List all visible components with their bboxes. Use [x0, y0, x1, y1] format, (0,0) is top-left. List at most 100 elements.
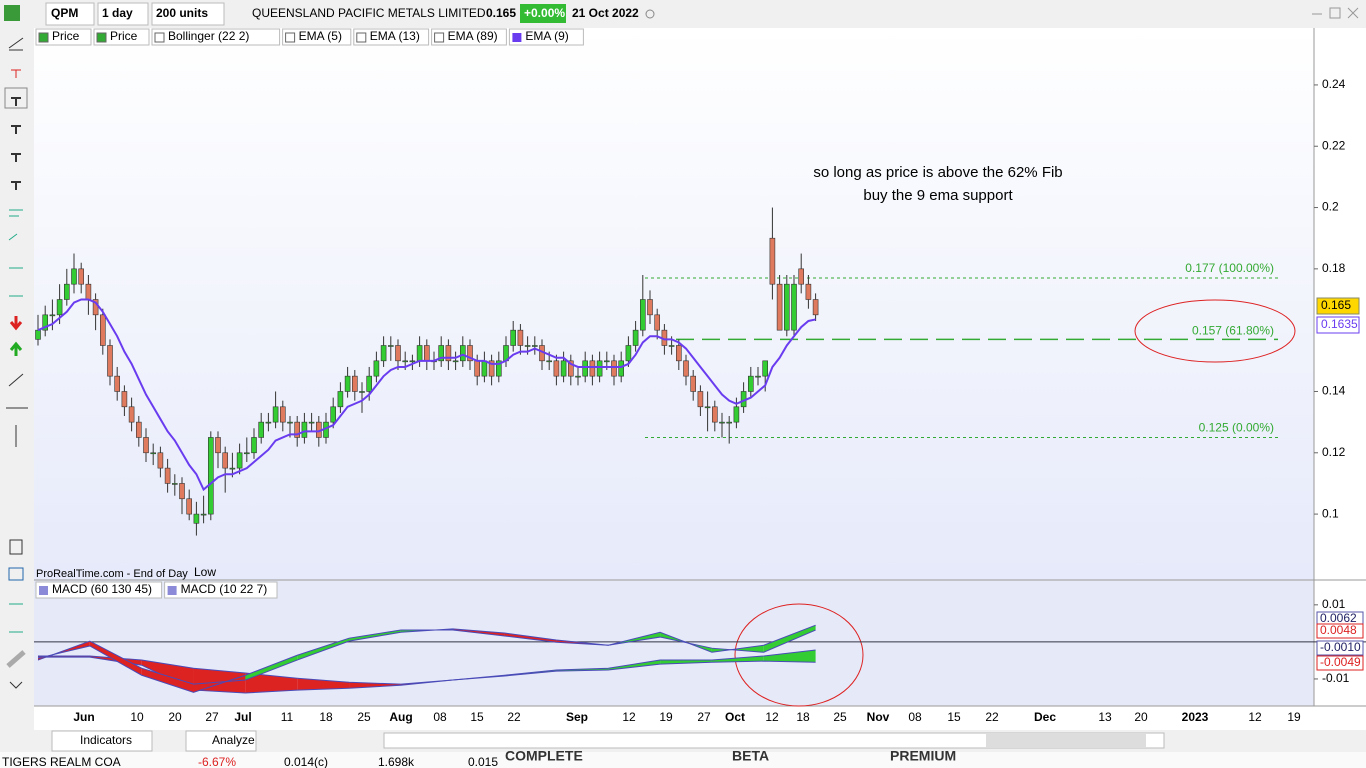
legend-swatch [356, 32, 367, 43]
candle-body [164, 467, 171, 484]
y-tick-label: -0.01 [1322, 671, 1350, 685]
candle-body [582, 360, 589, 377]
banner: PREMIUM [890, 748, 956, 764]
scrollbar[interactable] [383, 732, 1165, 749]
candle-body [294, 421, 301, 438]
candle-body [726, 421, 733, 424]
macd-line [37, 628, 816, 685]
ticker-box[interactable] [45, 2, 95, 26]
analyze-label[interactable]: Analyze [212, 733, 255, 747]
candle-body [747, 375, 754, 392]
candle-body [632, 329, 639, 346]
legend-item[interactable] [93, 28, 150, 46]
candle-body [445, 345, 452, 362]
candle-body [265, 421, 272, 424]
candle-body [776, 283, 783, 331]
candle-body [35, 329, 41, 340]
candle-body [805, 283, 812, 300]
candle-body [546, 360, 553, 363]
y-tick-label: 0.18 [1322, 261, 1346, 275]
candle-body [481, 360, 488, 377]
legend-label: Price [52, 29, 80, 43]
legend-item[interactable] [282, 28, 352, 46]
candle-body [279, 406, 286, 423]
candle-body [416, 345, 423, 362]
legend-swatch [96, 32, 107, 43]
candle-body [143, 437, 149, 454]
candle-body [208, 437, 214, 515]
interval-box[interactable] [97, 2, 149, 26]
x-tick-label: Oct [725, 710, 745, 724]
candle-body [639, 299, 646, 331]
candle-body [193, 513, 200, 524]
macd-tag-label: -0.0049 [1320, 655, 1361, 669]
indicators-button[interactable] [51, 730, 153, 752]
x-tick-label: 20 [1134, 710, 1148, 724]
x-tick-label: Jun [73, 710, 94, 724]
candle-body [575, 375, 581, 378]
legend-item[interactable] [151, 28, 281, 46]
candle-body [100, 314, 106, 346]
candle-body [812, 299, 819, 316]
legend-item[interactable] [35, 28, 92, 46]
data-source: ProRealTime.com - End of Day [36, 568, 188, 580]
ticker[interactable]: QPM [51, 6, 78, 20]
candle-body [560, 360, 567, 377]
price-tag-label: 0.165 [1321, 298, 1351, 312]
price-tag-label: 0.1635 [1321, 317, 1358, 331]
strip-item: 1.698k [378, 755, 415, 768]
candle-body [272, 406, 279, 423]
interval[interactable]: 1 day [102, 6, 133, 20]
candle-body [402, 360, 409, 363]
macd-ribbon [141, 668, 194, 693]
candle-body [697, 391, 704, 408]
x-tick-label: 12 [622, 710, 636, 724]
change: +0.00% [524, 6, 565, 20]
candle-body [157, 452, 164, 469]
candle-body [56, 299, 63, 316]
candle-body [791, 283, 797, 331]
legend-swatch [512, 33, 522, 42]
window-controls[interactable] [1312, 7, 1359, 19]
analyze-button[interactable] [185, 730, 257, 752]
units[interactable]: 200 units [156, 6, 208, 20]
macd-tag [1316, 623, 1364, 639]
candle-body [287, 421, 293, 424]
candle-body [172, 483, 178, 485]
fib-label: 0.157 (61.80%) [1192, 324, 1274, 338]
y-tick-label: 0.14 [1322, 384, 1346, 398]
candle-body [114, 375, 120, 392]
scroll-thumb[interactable] [986, 734, 1146, 747]
candle-body [762, 360, 769, 377]
legend-label: Price [110, 29, 138, 43]
units-box[interactable] [151, 2, 225, 26]
legend-label: EMA (89) [448, 29, 498, 43]
y-tick-label: 0.1 [1322, 506, 1339, 520]
x-tick-label: Dec [1034, 710, 1056, 724]
candle-body [690, 375, 697, 392]
legend-item [508, 28, 584, 46]
candle-body [150, 452, 156, 455]
macd-ribbon [297, 638, 350, 661]
indicators-label[interactable]: Indicators [80, 733, 132, 747]
macd-ribbon [349, 630, 401, 642]
candle-body [625, 345, 632, 362]
macd-tag-label: 0.0062 [1320, 611, 1357, 625]
candle-body [78, 268, 84, 285]
candle-body [244, 452, 250, 455]
legend-swatch [154, 32, 165, 43]
source-note: Low [194, 565, 216, 579]
candle-body [423, 345, 430, 362]
candle-body [42, 314, 49, 331]
candle-body [85, 283, 92, 300]
legend-item[interactable] [431, 28, 507, 46]
tool-icons[interactable] [4, 37, 28, 689]
legend-label: MACD (60 130 45) [52, 582, 152, 596]
candle-body [395, 345, 401, 362]
legend-item[interactable] [353, 28, 430, 46]
candle-body [308, 421, 315, 424]
macd-ribbon [660, 660, 712, 665]
candle-body [438, 345, 445, 362]
app-icon[interactable] [4, 5, 20, 21]
candle-body [236, 452, 243, 469]
